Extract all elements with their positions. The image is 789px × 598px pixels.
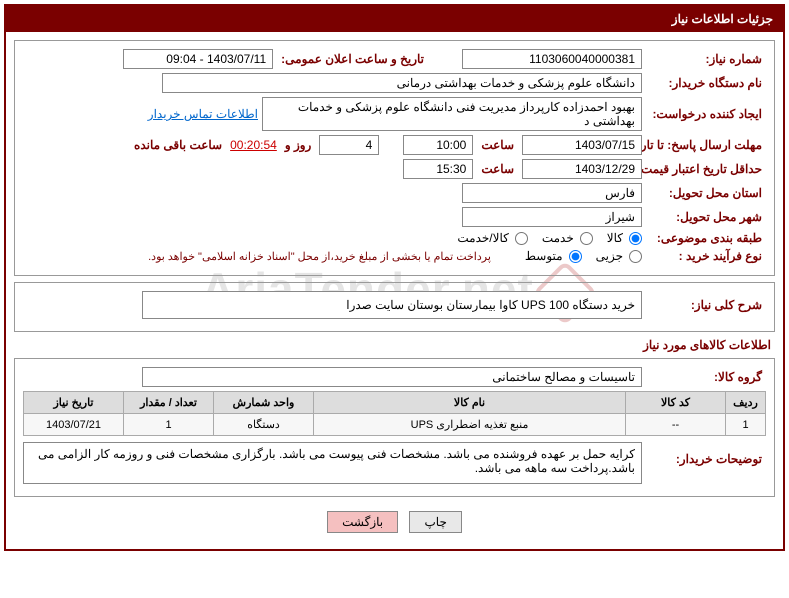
goods-section-title: اطلاعات کالاهای مورد نیاز [18, 338, 771, 352]
group-value: تاسیسات و مصالح ساختمانی [142, 367, 642, 387]
remain-label: ساعت باقی مانده [130, 138, 226, 152]
days-remaining: 4 [319, 135, 379, 155]
buyer-value: دانشگاه علوم پزشکی و خدمات بهداشتی درمان… [162, 73, 642, 93]
validity-label: حداقل تاریخ اعتبار قیمت: تا تاریخ: [646, 162, 766, 176]
cell-date: 1403/07/21 [24, 414, 124, 436]
desc-value: خرید دستگاه UPS 100 کاوا بیمارستان بوستا… [142, 291, 642, 319]
payment-note: پرداخت تمام یا بخشی از مبلغ خرید،از محل … [148, 250, 491, 263]
category-goods-label: کالا [607, 231, 623, 245]
col-unit: واحد شمارش [214, 392, 314, 414]
category-both-radio[interactable] [515, 232, 528, 245]
validity-date: 1403/12/29 [522, 159, 642, 179]
creator-label: ایجاد کننده درخواست: [646, 107, 766, 121]
category-goods-radio[interactable] [629, 232, 642, 245]
city-value: شیراز [462, 207, 642, 227]
need-no-label: شماره نیاز: [646, 52, 766, 66]
buyer-notes-label: توضیحات خریدار: [646, 442, 766, 466]
desc-label: شرح کلی نیاز: [646, 298, 766, 312]
deadline-label: مهلت ارسال پاسخ: تا تاریخ: [646, 138, 766, 152]
description-fieldset: شرح کلی نیاز: خرید دستگاه UPS 100 کاوا ب… [14, 282, 775, 332]
need-info-fieldset: شماره نیاز: 1103060040000381 تاریخ و ساع… [14, 40, 775, 276]
category-both-label: کالا/خدمت [457, 231, 508, 245]
countdown-timer: 00:20:54 [230, 138, 277, 152]
creator-value: بهبود احمدزاده کارپرداز مدیریت فنی دانشگ… [262, 97, 642, 131]
province-value: فارس [462, 183, 642, 203]
col-date: تاریخ نیاز [24, 392, 124, 414]
col-row: ردیف [726, 392, 766, 414]
back-button[interactable]: بازگشت [327, 511, 398, 533]
cell-unit: دستگاه [214, 414, 314, 436]
process-minor-radio[interactable] [629, 250, 642, 263]
process-medium-radio[interactable] [569, 250, 582, 263]
group-label: گروه کالا: [646, 370, 766, 384]
hour-label-1: ساعت [477, 138, 518, 152]
category-service-radio[interactable] [580, 232, 593, 245]
col-name: نام کالا [314, 392, 626, 414]
announce-label: تاریخ و ساعت اعلان عمومی: [277, 52, 428, 66]
process-label: نوع فرآیند خرید : [646, 249, 766, 263]
province-label: استان محل تحویل: [646, 186, 766, 200]
deadline-date: 1403/07/15 [522, 135, 642, 155]
category-label: طبقه بندی موضوعی: [646, 231, 766, 245]
page-title: جزئیات اطلاعات نیاز [6, 6, 783, 32]
col-qty: تعداد / مقدار [124, 392, 214, 414]
table-row: 1 -- منبع تغذیه اضطراری UPS دستگاه 1 140… [24, 414, 766, 436]
announce-value: 1403/07/11 - 09:04 [123, 49, 273, 69]
print-button[interactable]: چاپ [409, 511, 461, 533]
validity-time: 15:30 [403, 159, 473, 179]
goods-fieldset: گروه کالا: تاسیسات و مصالح ساختمانی ردیف… [14, 358, 775, 497]
cell-code: -- [626, 414, 726, 436]
cell-row: 1 [726, 414, 766, 436]
goods-table: ردیف کد کالا نام کالا واحد شمارش تعداد /… [23, 391, 766, 436]
cell-qty: 1 [124, 414, 214, 436]
col-code: کد کالا [626, 392, 726, 414]
process-minor-label: جزیی [596, 249, 623, 263]
hour-label-2: ساعت [477, 162, 518, 176]
category-service-label: خدمت [542, 231, 574, 245]
buyer-contact-link[interactable]: اطلاعات تماس خریدار [148, 107, 258, 121]
cell-name: منبع تغذیه اضطراری UPS [314, 414, 626, 436]
process-medium-label: متوسط [525, 249, 563, 263]
city-label: شهر محل تحویل: [646, 210, 766, 224]
buyer-label: نام دستگاه خریدار: [646, 76, 766, 90]
need-no-value: 1103060040000381 [462, 49, 642, 69]
deadline-time: 10:00 [403, 135, 473, 155]
buyer-notes-value: کرایه حمل بر عهده فروشنده می باشد. مشخصا… [23, 442, 642, 484]
days-and-label: روز و [281, 138, 316, 152]
